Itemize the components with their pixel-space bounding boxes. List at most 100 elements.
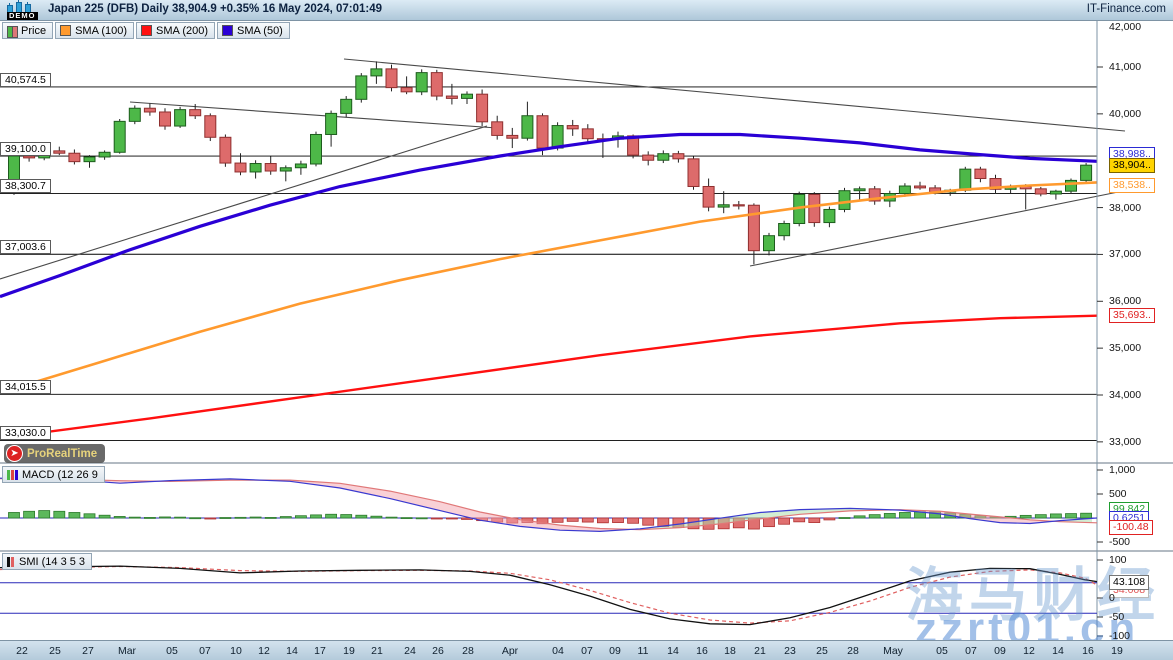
macd-hist-bar (264, 517, 277, 519)
macd-hist-bar (23, 510, 36, 519)
date-axis-label: 11 (637, 645, 649, 657)
date-axis-label: 07 (581, 645, 593, 657)
smi-axis-label: -100 (1109, 630, 1131, 642)
date-axis-label: 21 (754, 645, 766, 657)
macd-hist-bar (400, 517, 413, 520)
date-axis-label: 25 (49, 645, 61, 657)
macd-hist-bar (325, 513, 338, 519)
trendline (0, 125, 488, 280)
candle-body (355, 75, 368, 100)
macd-hist-bar (204, 517, 217, 520)
price-axis-label: 37,000 (1109, 248, 1142, 261)
macd-hist-bar (883, 513, 896, 519)
level-price-label: 39,100.0 (0, 142, 51, 157)
macd-hist-bar (128, 516, 141, 519)
date-axis-label: 07 (965, 645, 977, 657)
legend-price-label: Price (21, 24, 47, 37)
date-axis-label: 09 (609, 645, 621, 657)
candle-body (732, 204, 745, 207)
candle-body (551, 125, 564, 149)
sma50-swatch-icon (222, 25, 233, 36)
candle-body (476, 93, 489, 123)
price-axis-label: 38,000 (1109, 201, 1142, 214)
candle-body (974, 168, 987, 180)
macd-hist-bar (143, 517, 156, 519)
date-axis-label: Mar (117, 645, 137, 657)
macd-hist-bar (98, 514, 111, 519)
legend-sma100[interactable]: SMA (100) (55, 22, 135, 39)
trendline (129, 101, 498, 129)
macd-axis-label: 1,000 (1109, 464, 1136, 476)
macd-axis-label: -500 (1109, 536, 1131, 548)
candle-body (128, 107, 141, 122)
smi-label-text: SMI (14 3 5 3 (19, 555, 86, 568)
macd-hist-bar (174, 516, 187, 519)
candle-body (566, 125, 579, 130)
level-price-label: 37,003.6 (0, 240, 51, 255)
macd-hist-bar (340, 514, 353, 519)
macd-hist-bar (370, 515, 383, 519)
candle-body (989, 178, 1002, 190)
legend-sma200[interactable]: SMA (200) (136, 22, 215, 39)
date-axis-label: 22 (16, 645, 28, 657)
macd-hist-bar (189, 517, 202, 520)
candle-body (264, 163, 277, 172)
candle-body (1065, 179, 1077, 192)
candle-body (204, 115, 217, 138)
macd-hist-bar (279, 516, 292, 519)
date-axis-label: 17 (314, 645, 326, 657)
macd-hist-bar (581, 517, 594, 523)
macd-hist-bar (1065, 513, 1077, 519)
candle-body (702, 185, 715, 208)
price-candles-icon (7, 25, 18, 38)
candle-body (1049, 190, 1062, 195)
macd-signal-line (0, 478, 1098, 531)
macd-label-text: MACD (12 26 9 (22, 468, 98, 481)
date-axis-label: 19 (343, 645, 355, 657)
macd-hist-bar (113, 516, 126, 519)
macd-fill (637, 508, 896, 530)
macd-hist-bar (53, 510, 66, 519)
candle-body (687, 158, 700, 187)
macd-hist-bar (68, 512, 81, 519)
macd-fill (266, 480, 637, 532)
legend-sma50[interactable]: SMA (50) (217, 22, 290, 39)
date-axis-label: 21 (371, 645, 383, 657)
macd-hist-bar (234, 516, 247, 519)
macd-hist-bar (219, 517, 232, 519)
candle-body (914, 185, 926, 189)
smi-panel-label[interactable]: SMI (14 3 5 3 (2, 553, 93, 570)
smi-signal-line (0, 565, 1098, 624)
candle-body (279, 167, 292, 172)
macd-hist-bar (838, 517, 851, 519)
macd-hist-bar (430, 517, 443, 520)
candle-body (868, 188, 881, 202)
sma100-line (0, 181, 1098, 394)
candle-body (581, 128, 594, 140)
candle-body (506, 134, 519, 139)
candle-body (657, 153, 670, 161)
macd-hist-bar (1050, 513, 1062, 519)
candle-body (310, 133, 322, 165)
date-axis-label: 16 (696, 645, 708, 657)
time-axis[interactable]: 22 25 27 Mar 05 07 10 12 14 17 19 21 24 26 28 Apr 04 07 09… (0, 640, 1173, 660)
macd-hist-bar (310, 514, 322, 519)
candle-body (219, 136, 232, 164)
candle-body (747, 204, 760, 252)
macd-hist-bar (597, 517, 609, 524)
prorealtime-logo-icon: ➤ (6, 445, 23, 462)
macd-hist-bar (853, 515, 866, 519)
macd-hist-bar (1019, 514, 1032, 519)
price-axis-label: 35,000 (1109, 342, 1142, 355)
legend-price[interactable]: Price (2, 22, 54, 39)
brand-link[interactable]: IT-Finance.com (1086, 3, 1166, 15)
candle-body (340, 98, 353, 114)
macd-panel-label[interactable]: MACD (12 26 9 (2, 466, 105, 483)
candle-body (325, 112, 338, 135)
macd-hist-bar (1034, 514, 1047, 519)
smi-axis-label: -50 (1109, 611, 1125, 623)
date-axis-label: 05 (166, 645, 178, 657)
macd-hist-bar (778, 517, 790, 525)
